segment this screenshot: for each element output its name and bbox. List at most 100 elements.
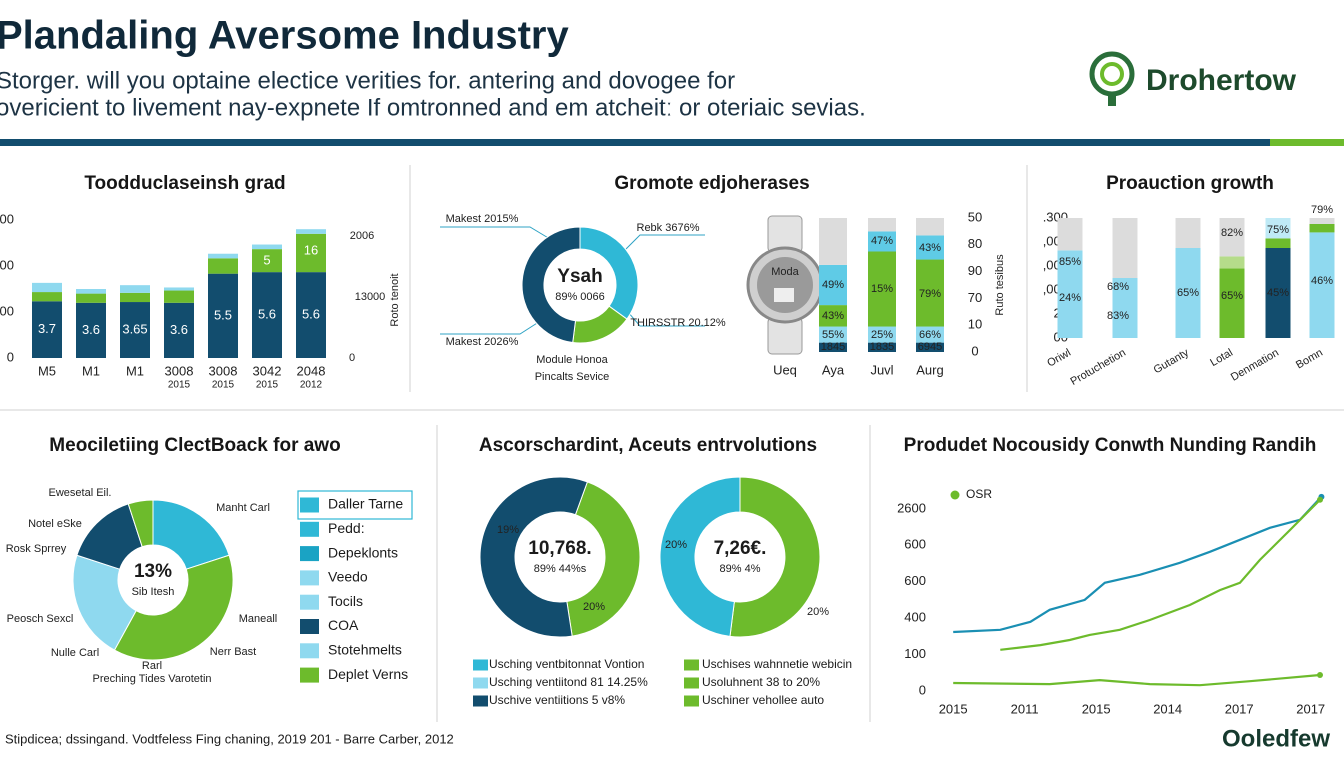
legend-label: Usoluhnent 38 to 20% bbox=[702, 675, 820, 689]
footer-logo: Ooledfew bbox=[1222, 725, 1330, 752]
x-tick-label: Gutanty bbox=[1152, 346, 1192, 376]
x-tick-label: M5 bbox=[38, 363, 56, 378]
annotation: 1835 bbox=[870, 341, 894, 353]
x-tick-sublabel: 2015 bbox=[256, 380, 279, 391]
annotation: Roto tenoit bbox=[389, 273, 401, 326]
annotation: 45% bbox=[1267, 287, 1289, 299]
annotation: Pincalts Sevice bbox=[535, 371, 610, 383]
annotation: 1845 bbox=[821, 341, 845, 353]
chart-title: Gromote edjoherases bbox=[614, 173, 809, 194]
annotation: 85% bbox=[1059, 256, 1081, 268]
annotation: Maneall bbox=[239, 613, 278, 625]
center-label: 10,768. bbox=[528, 538, 591, 559]
donut-hole bbox=[695, 512, 785, 602]
y-tick-label: 600 bbox=[904, 573, 926, 588]
legend-label: Uschises wahnnetie webicin bbox=[702, 657, 852, 671]
annotation: Rebk 3676% bbox=[637, 222, 700, 234]
bar-segment bbox=[208, 253, 238, 259]
y-tick-label: 600 bbox=[904, 537, 926, 552]
bar-segment bbox=[819, 305, 847, 327]
legend-label: Uschiner vehollee auto bbox=[702, 693, 824, 707]
legend-swatch bbox=[300, 619, 319, 634]
bar-segment bbox=[208, 258, 238, 274]
legend-swatch bbox=[300, 570, 319, 586]
legend-swatch bbox=[300, 667, 319, 683]
annotation: Notel eSke bbox=[28, 518, 82, 530]
annotation: 65% bbox=[1221, 290, 1243, 302]
bar-segment bbox=[819, 342, 847, 352]
y-tick-label: 50 bbox=[968, 209, 982, 224]
bar-segment bbox=[164, 302, 194, 358]
x-tick-label: Oriwl bbox=[1045, 347, 1073, 370]
x-tick-label: Denmation bbox=[1229, 347, 1281, 384]
legend-swatch bbox=[684, 695, 699, 707]
bar-segment bbox=[296, 229, 326, 234]
legend-label: Usching ventiitond 81 14.25% bbox=[489, 675, 648, 689]
bar-segment bbox=[1309, 232, 1335, 338]
annotation: 47% bbox=[871, 235, 893, 247]
legend-label: Daller Tarne bbox=[328, 496, 403, 512]
y-tick-label: 80 bbox=[968, 236, 982, 251]
line-end-marker bbox=[1316, 671, 1323, 678]
center-label: 89% 44%s bbox=[534, 563, 587, 575]
bar-segment bbox=[819, 218, 847, 265]
legend-swatch bbox=[473, 659, 488, 671]
x-tick-label: Juvl bbox=[870, 362, 893, 377]
annotation: Module Honoa bbox=[536, 354, 608, 366]
bar-segment bbox=[916, 218, 944, 236]
annotation: 16 bbox=[304, 242, 318, 257]
annotation: 13000 bbox=[355, 291, 386, 303]
chart-title: Produdet Nocousidy Conwth Nunding Randih bbox=[904, 435, 1317, 456]
annotation: THIRSSTR 20.12% bbox=[630, 317, 726, 329]
x-tick-sublabel: 2015 bbox=[212, 380, 235, 391]
legend-label: Pedd: bbox=[328, 520, 365, 536]
legend-swatch bbox=[684, 659, 699, 671]
bar-segment bbox=[32, 282, 62, 293]
annotation: 65% bbox=[1177, 287, 1199, 299]
y-tick-label: 70 bbox=[968, 290, 982, 305]
logo-icon bbox=[1089, 51, 1135, 106]
bar-segment bbox=[819, 326, 847, 343]
header-rule bbox=[0, 139, 1270, 146]
chart-title: Toodduclaseinsh grad bbox=[84, 173, 285, 194]
annotation: Nerr Bast bbox=[210, 646, 256, 658]
bar-segment bbox=[868, 251, 896, 327]
x-tick-label: 2017 bbox=[1225, 701, 1254, 716]
center-label: Sib Itesh bbox=[132, 586, 175, 598]
legend-swatch bbox=[473, 677, 488, 689]
watch-icon bbox=[746, 215, 824, 355]
annotation: 75% bbox=[1267, 224, 1289, 236]
annotation: 24% bbox=[1059, 292, 1081, 304]
bar-segment bbox=[1219, 218, 1245, 257]
footer-text: Stipdicea; dssingand. Vodtfeless Fing ch… bbox=[5, 731, 454, 746]
bar-segment bbox=[296, 272, 326, 358]
line-series bbox=[953, 673, 1321, 687]
bar-segment bbox=[868, 326, 896, 343]
annotation: 0 bbox=[349, 352, 355, 364]
bar-segment bbox=[76, 289, 106, 294]
annotation: 20% bbox=[665, 539, 687, 551]
legend-label: Uschive ventiitions 5 v8% bbox=[489, 693, 625, 707]
annotation: 15% bbox=[871, 283, 893, 295]
x-tick-label: 3042 bbox=[253, 363, 282, 378]
bar-segment bbox=[1057, 250, 1083, 338]
bar-segment bbox=[1309, 218, 1335, 224]
bar-segment bbox=[1112, 218, 1138, 278]
x-tick-label: 2015 bbox=[1082, 701, 1111, 716]
x-tick-label: Protuchetion bbox=[1068, 347, 1127, 388]
annotation: 43% bbox=[822, 310, 844, 322]
legend-swatch bbox=[300, 594, 319, 610]
annotation: 20% bbox=[583, 601, 605, 613]
bar-segment bbox=[916, 326, 944, 343]
y-tick-label: 0 bbox=[919, 682, 926, 697]
header-rule-accent bbox=[1270, 139, 1344, 146]
annotation: 25% bbox=[871, 329, 893, 341]
annotation: 68% bbox=[1107, 281, 1129, 293]
bar-segment bbox=[120, 285, 150, 293]
bar-segment bbox=[868, 342, 896, 352]
bar-segment bbox=[76, 293, 106, 303]
bar-segment bbox=[1057, 218, 1083, 251]
annotation: 83% bbox=[1107, 310, 1129, 322]
bar-value-label: 3.6 bbox=[170, 322, 188, 337]
